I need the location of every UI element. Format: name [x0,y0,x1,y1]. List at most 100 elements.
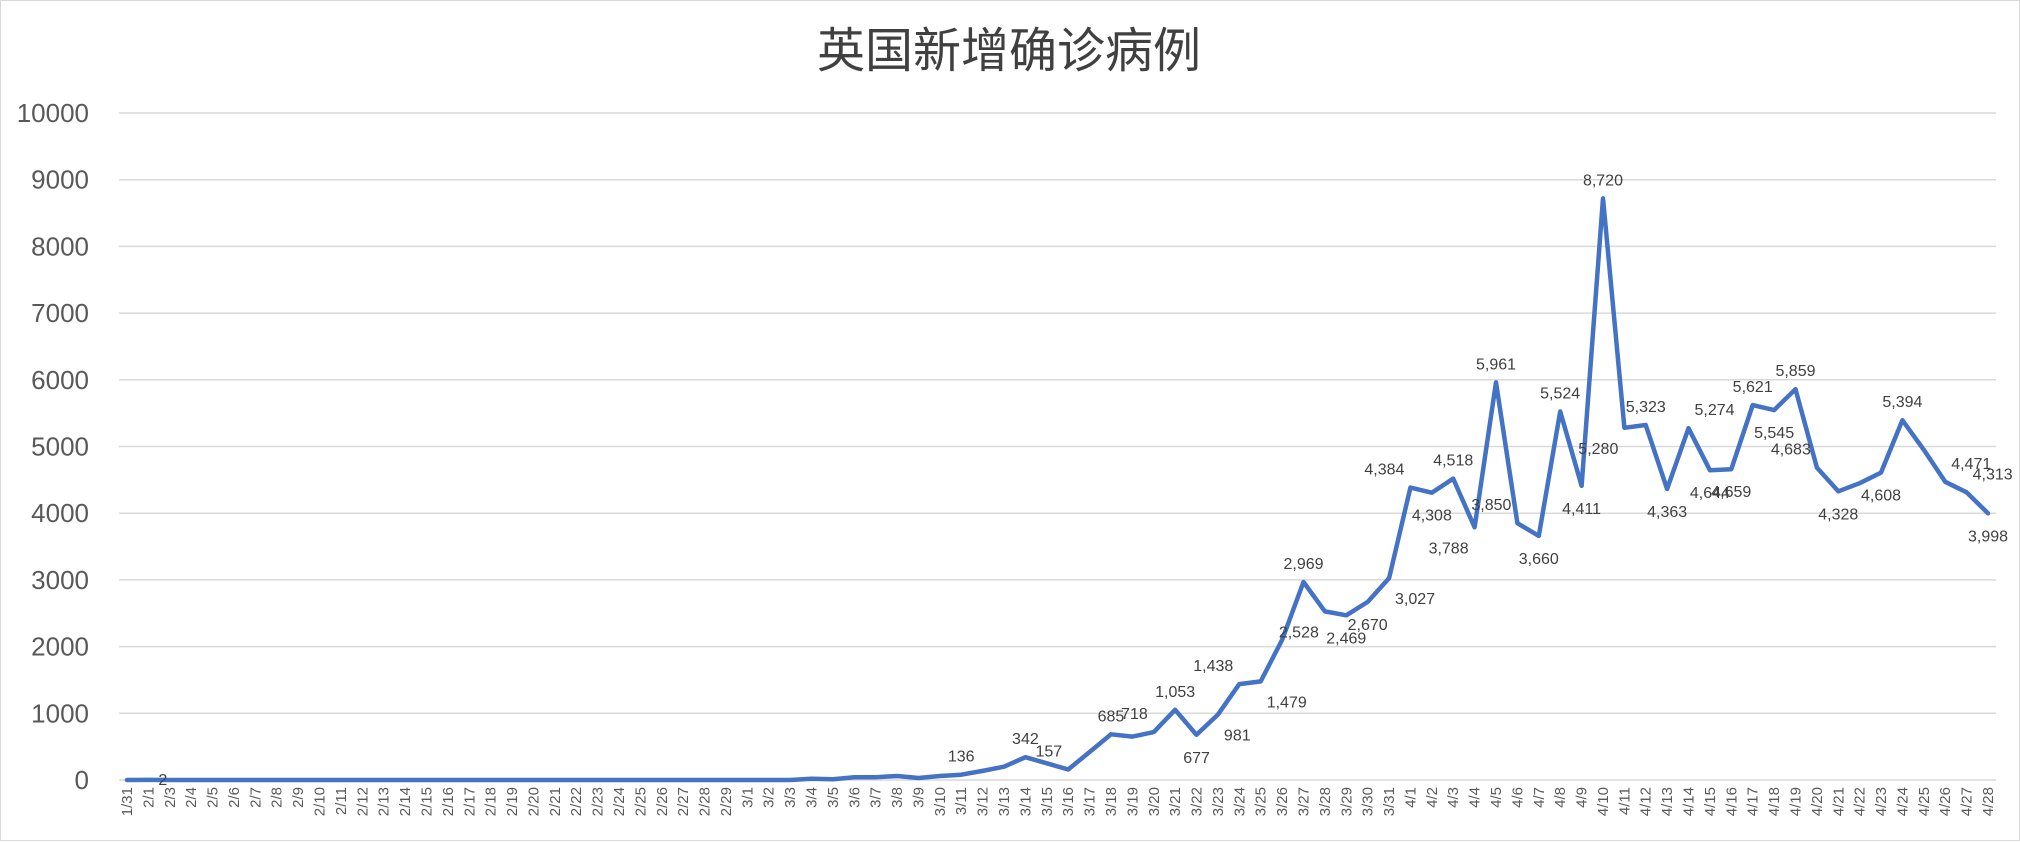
x-tick-label: 4/8 [1552,787,1569,808]
x-tick-label: 3/5 [825,787,842,808]
y-tick-label: 0 [75,765,89,795]
data-label: 4,313 [1973,466,2013,483]
data-label: 5,545 [1754,425,1794,442]
x-tick-label: 3/17 [1082,787,1099,816]
data-label: 5,859 [1775,363,1815,380]
x-tick-label: 2/8 [269,787,286,808]
x-tick-label: 2/17 [461,787,478,816]
x-tick-label: 4/4 [1467,787,1484,808]
x-tick-label: 4/5 [1488,787,1505,808]
data-label: 3,998 [1968,528,2008,545]
data-label: 3,027 [1395,591,1435,608]
x-tick-label: 2/28 [697,787,714,816]
x-tick-label: 2/24 [611,787,628,816]
x-tick-label: 3/15 [1039,787,1056,816]
x-tick-label: 3/6 [846,787,863,808]
x-tick-label: 3/3 [782,787,799,808]
x-tick-label: 2/21 [547,787,564,816]
y-axis-ticks: 0 1000 2000 3000 4000 5000 6000 7000 8000 9000 100… [17,98,89,795]
data-label: 4,308 [1412,508,1452,525]
x-tick-label: 2/29 [718,787,735,816]
x-tick-label: 4/27 [1959,787,1976,816]
x-tick-label: 2/19 [504,787,521,816]
x-tick-label: 4/19 [1787,787,1804,816]
data-label: 1,053 [1155,684,1195,701]
x-tick-label: 3/24 [1231,787,1248,816]
data-label: 4,411 [1562,501,1601,518]
data-label: 5,323 [1626,399,1666,416]
data-label: 685 [1098,708,1125,725]
y-tick-label: 4000 [31,498,89,528]
x-tick-label: 2/9 [290,787,307,808]
x-tick-label: 3/9 [910,787,927,808]
x-tick-label: 3/16 [1060,787,1077,816]
x-tick-label: 2/16 [440,787,457,816]
data-label: 136 [948,749,975,766]
y-tick-label: 6000 [31,365,89,395]
data-label: 4,644 [1690,485,1730,502]
x-tick-label: 4/13 [1659,787,1676,816]
x-tick-label: 3/2 [761,787,778,808]
x-tick-label: 3/28 [1317,787,1334,816]
x-tick-label: 4/9 [1574,787,1591,808]
x-tick-label: 2/10 [312,787,329,816]
data-label: 4,683 [1771,442,1811,459]
x-tick-label: 3/23 [1210,787,1227,816]
x-tick-label: 2/12 [354,787,371,816]
x-tick-label: 3/20 [1146,787,1163,816]
x-tick-label: 3/11 [953,787,970,815]
data-label: 5,621 [1733,379,1773,396]
x-tick-label: 4/12 [1638,787,1655,816]
x-tick-label: 4/6 [1509,787,1526,808]
data-label: 4,363 [1647,504,1687,521]
x-tick-label: 2/11 [333,787,350,815]
x-tick-label: 1/31 [119,787,136,816]
x-tick-label: 2/5 [205,787,222,808]
x-tick-label: 3/27 [1295,787,1312,816]
x-tick-label: 2/27 [675,787,692,816]
x-tick-label: 4/22 [1852,787,1869,816]
x-tick-label: 2/15 [418,787,435,816]
data-label: 4,608 [1861,488,1901,505]
x-tick-label: 3/4 [804,787,821,808]
data-label: 5,394 [1882,394,1922,411]
x-tick-label: 3/1 [739,787,756,808]
x-tick-label: 4/16 [1723,787,1740,816]
x-tick-label: 3/22 [1189,787,1206,816]
x-tick-label: 3/13 [996,787,1013,816]
x-tick-label: 3/12 [975,787,992,816]
data-label: 4,659 [1711,484,1751,501]
x-tick-label: 2/23 [590,787,607,816]
x-axis-ticks: 1/31 2/1 2/3 2/4 2/5 2/6 2/7 2/8 2/9 2/10 2/11 2/12… [119,787,1997,816]
series-line-layer [124,196,1991,783]
x-tick-label: 4/28 [1980,787,1997,816]
x-tick-label: 3/30 [1360,787,1377,816]
data-label: 5,280 [1578,441,1618,458]
x-tick-label: 4/26 [1937,787,1954,816]
x-tick-label: 3/21 [1167,787,1184,816]
x-tick-label: 4/25 [1916,787,1933,816]
data-label: 4,384 [1364,462,1404,479]
data-label: 981 [1224,728,1251,745]
x-tick-label: 2/22 [568,787,585,816]
data-label: 3,660 [1519,551,1559,568]
x-tick-label: 4/10 [1595,787,1612,816]
x-tick-label: 4/11 [1616,787,1633,815]
x-tick-label: 3/19 [1124,787,1141,816]
x-tick-label: 2/26 [654,787,671,816]
x-tick-label: 2/3 [162,787,179,808]
data-label: 2 [158,772,167,789]
x-tick-label: 3/14 [1017,787,1034,816]
x-tick-label: 2/6 [226,787,243,808]
y-tick-label: 7000 [31,298,89,328]
data-label: 5,274 [1695,402,1735,419]
data-label: 2,469 [1326,630,1366,647]
x-tick-label: 4/24 [1894,787,1911,816]
x-tick-label: 3/26 [1274,787,1291,816]
data-label: 4,518 [1433,453,1473,470]
x-tick-label: 4/1 [1402,787,1419,808]
x-tick-label: 4/15 [1702,787,1719,816]
x-tick-label: 3/8 [889,787,906,808]
